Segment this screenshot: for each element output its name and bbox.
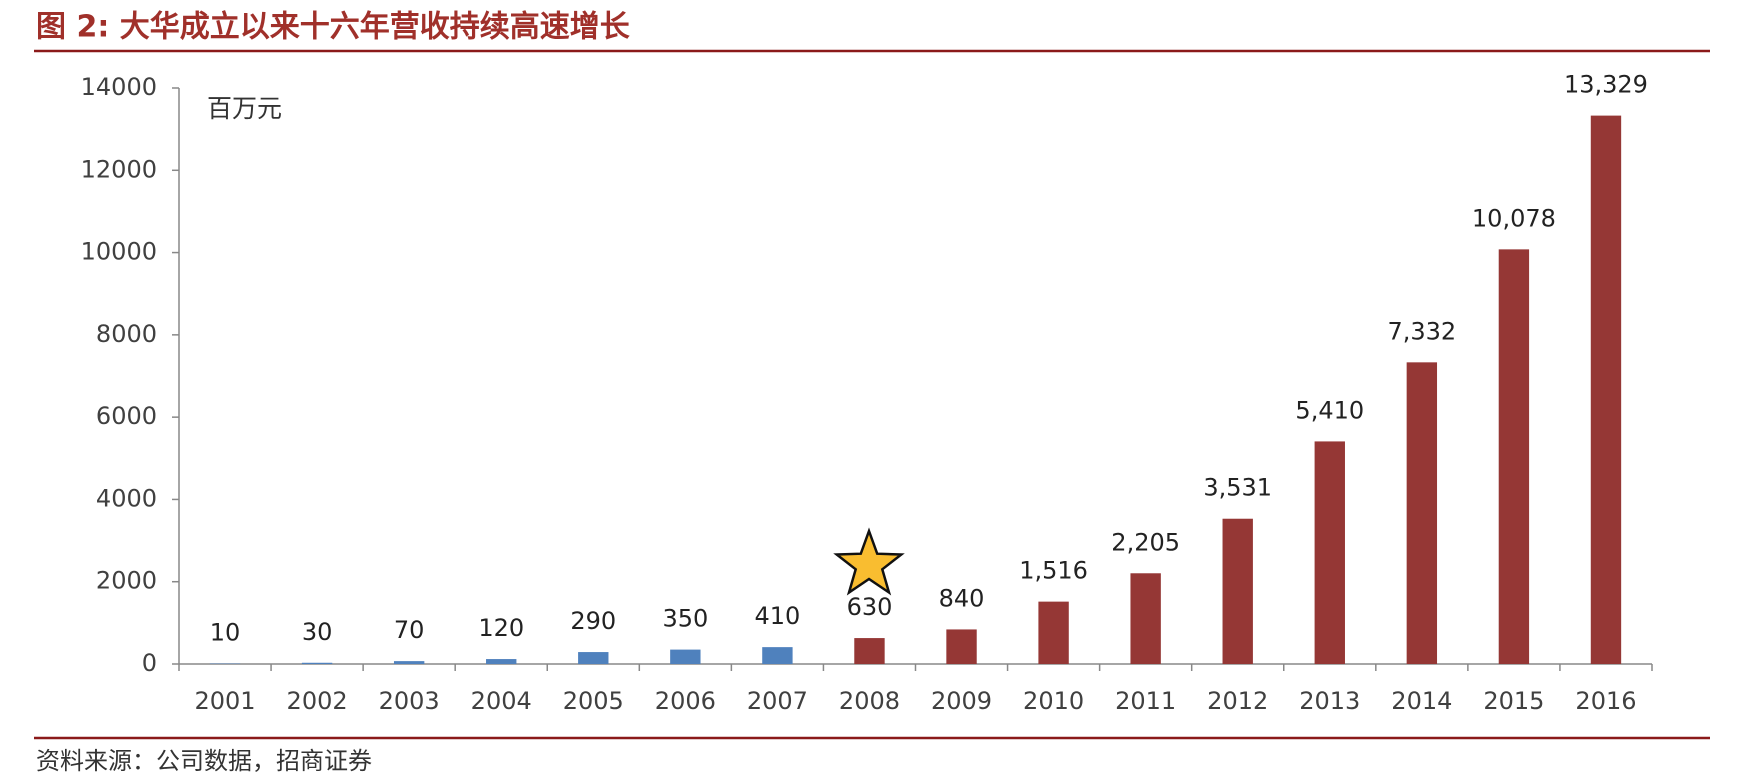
data-label: 7,332 xyxy=(1387,317,1456,345)
x-tick-label: 2002 xyxy=(287,687,348,715)
bar xyxy=(1314,441,1345,664)
bar xyxy=(1406,362,1438,664)
data-label: 1,516 xyxy=(1019,557,1088,585)
x-tick-label: 2006 xyxy=(655,687,716,715)
x-tick-label: 2012 xyxy=(1207,687,1268,715)
data-label: 2,205 xyxy=(1111,528,1180,556)
data-label: 70 xyxy=(394,616,425,644)
data-label: 840 xyxy=(939,584,985,612)
star-icon xyxy=(833,527,905,596)
y-tick-label: 12000 xyxy=(81,155,157,183)
unit-label: 百万元 xyxy=(207,94,282,123)
bar xyxy=(486,659,517,664)
chart-title: 图 2: 大华成立以来十六年营收持续高速增长 xyxy=(36,10,630,45)
data-label: 3,531 xyxy=(1203,474,1272,502)
x-tick-label: 2014 xyxy=(1391,687,1452,715)
bar xyxy=(393,661,425,664)
bar xyxy=(946,629,977,664)
data-label: 350 xyxy=(662,605,708,633)
y-tick-label: 6000 xyxy=(96,402,157,430)
x-tick-label: 2011 xyxy=(1115,687,1176,715)
data-label: 10,078 xyxy=(1472,204,1556,232)
bar xyxy=(578,652,609,664)
bar xyxy=(1130,573,1161,664)
bar xyxy=(301,662,333,664)
x-tick-label: 2004 xyxy=(471,687,532,715)
data-label: 630 xyxy=(847,593,893,621)
x-tick-label: 2005 xyxy=(563,687,624,715)
data-label: 290 xyxy=(570,607,616,635)
y-tick-label: 14000 xyxy=(81,73,157,101)
bar xyxy=(1590,115,1622,664)
bar xyxy=(1498,249,1530,664)
x-tick-label: 2001 xyxy=(194,687,255,715)
data-label: 30 xyxy=(302,618,333,646)
x-tick-label: 2007 xyxy=(747,687,808,715)
x-tick-label: 2009 xyxy=(931,687,992,715)
data-label: 410 xyxy=(755,602,801,630)
x-tick-label: 2003 xyxy=(379,687,440,715)
source: 资料来源：公司数据，招商证券 xyxy=(36,747,372,775)
bar xyxy=(1222,518,1253,664)
bar xyxy=(762,647,793,664)
bar xyxy=(854,638,885,664)
y-tick-label: 4000 xyxy=(96,484,157,512)
y-tick-label: 0 xyxy=(142,649,157,677)
data-label: 120 xyxy=(478,614,524,642)
x-tick-label: 2016 xyxy=(1575,687,1636,715)
x-tick-label: 2015 xyxy=(1483,687,1544,715)
x-tick-label: 2008 xyxy=(839,687,900,715)
y-tick-label: 8000 xyxy=(96,320,157,348)
bar xyxy=(670,649,701,664)
data-label: 13,329 xyxy=(1564,71,1648,99)
data-label: 5,410 xyxy=(1295,396,1364,424)
y-tick-label: 2000 xyxy=(96,567,157,595)
x-tick-label: 2013 xyxy=(1299,687,1360,715)
bar xyxy=(1038,601,1069,664)
x-tick-label: 2010 xyxy=(1023,687,1084,715)
data-label: 10 xyxy=(210,619,241,647)
y-tick-label: 10000 xyxy=(81,238,157,266)
